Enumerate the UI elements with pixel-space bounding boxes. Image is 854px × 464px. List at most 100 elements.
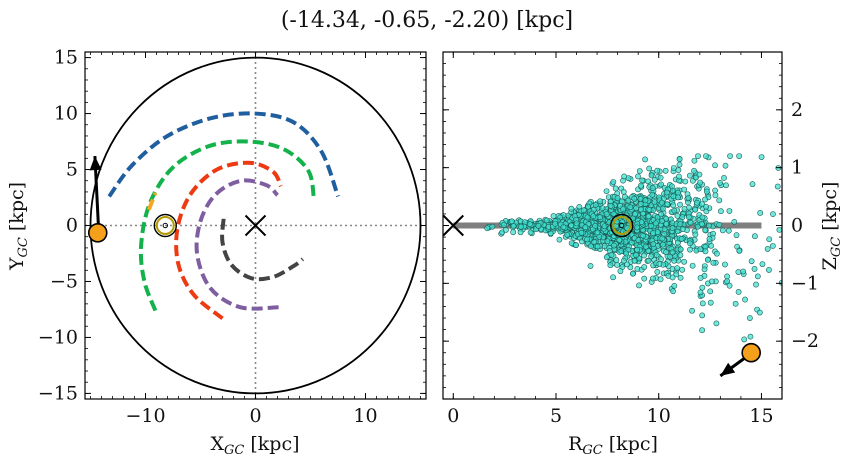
scatter-point [584, 214, 591, 221]
scatter-point [702, 248, 709, 255]
rz-velocity-arrow-head [720, 362, 736, 376]
scatter-point [742, 296, 748, 303]
scatter-point [707, 288, 714, 295]
xy-sun-marker-outer [153, 213, 178, 238]
scatter-point [642, 197, 649, 204]
scatter-point [651, 199, 658, 206]
scatter-point [663, 249, 669, 256]
scatter-point [676, 161, 683, 168]
scatter-point [640, 232, 647, 239]
figure-title: (-14.34, -0.65, -2.20) [kpc] [281, 8, 573, 33]
scatter-point [692, 231, 699, 238]
scatter-point [703, 188, 710, 195]
scatter-point [774, 183, 781, 190]
scatter-point [556, 236, 563, 243]
y-tick-label: −10 [38, 326, 78, 348]
scatter-point [610, 179, 617, 185]
scatter-point [681, 258, 688, 265]
scatter-point [636, 168, 643, 174]
scatter-point [614, 195, 621, 201]
scatter-point [657, 276, 664, 283]
scatter-point [650, 230, 657, 236]
x-tick-label: 0 [249, 405, 261, 427]
scatter-point [754, 273, 761, 280]
scatter-point [658, 211, 664, 218]
scatter-point [685, 214, 692, 221]
scatter-point [702, 227, 709, 234]
xy-sun-marker-ring [155, 216, 175, 235]
y-tick-label: 5 [66, 159, 78, 181]
scatter-point [502, 227, 509, 233]
scatter-point [703, 153, 709, 159]
scatter-point [620, 258, 627, 264]
scatter-point [716, 197, 723, 204]
scatter-point [712, 192, 719, 199]
scatter-point [689, 307, 696, 314]
scatter-point [658, 256, 664, 263]
scatter-point [663, 220, 670, 227]
scatter-point [708, 278, 715, 285]
scatter-point [654, 269, 661, 275]
scatter-point [776, 226, 782, 233]
scatter-point [654, 167, 661, 174]
scatter-point [648, 172, 655, 179]
scatter-point [674, 265, 681, 272]
scatter-point [594, 229, 601, 236]
scatter-point [642, 243, 649, 250]
scatter-point [650, 275, 656, 282]
scatter-point [687, 240, 693, 247]
scatter-point [611, 242, 617, 249]
rz-x-axis-label: RGC [kpc] [568, 433, 658, 458]
y-tick-label: 0 [66, 215, 78, 237]
scatter-point [603, 211, 610, 218]
scatter-point [648, 223, 654, 229]
scatter-point [697, 179, 704, 186]
scatter-point [681, 206, 688, 212]
scatter-point [585, 203, 592, 210]
scatter-point [620, 206, 626, 213]
scatter-point [659, 205, 666, 212]
scatter-point [508, 218, 515, 225]
scatter-point [608, 251, 615, 258]
scatter-point [677, 252, 684, 259]
scatter-point [691, 167, 697, 174]
rz-scatter-points [484, 153, 782, 360]
scatter-point [726, 208, 733, 214]
scatter-point [764, 246, 771, 252]
scatter-point [552, 220, 559, 227]
scatter-point [706, 222, 712, 229]
scatter-point [710, 259, 717, 266]
scatter-point [664, 189, 670, 196]
scatter-point [616, 236, 623, 243]
scatter-point [679, 266, 686, 273]
scatter-point [740, 268, 747, 275]
scatter-point [735, 269, 742, 275]
scatter-point [670, 165, 677, 171]
scatter-point [756, 309, 763, 316]
scatter-point [568, 222, 575, 229]
scatter-point [691, 157, 698, 164]
scatter-point [584, 236, 591, 243]
scatter-point [735, 289, 742, 295]
rz-galactic-center-marker [443, 214, 464, 237]
scatter-point [694, 223, 701, 230]
scatter-point [667, 253, 674, 260]
xy-y-axis-label: YGC [kpc] [6, 182, 31, 271]
scatter-point [670, 202, 677, 209]
scatter-point [697, 275, 704, 281]
scatter-point [648, 253, 655, 260]
x-tick-label: 0 [447, 405, 459, 427]
scatter-point [736, 248, 743, 254]
scatter-point [613, 257, 620, 263]
scatter-point [697, 289, 704, 296]
scatter-point [741, 336, 748, 343]
scatter-point [675, 189, 681, 196]
scatter-point [699, 214, 706, 221]
xy-object-marker [87, 222, 108, 243]
scatter-point [659, 241, 666, 248]
scatter-point [697, 246, 704, 253]
scatter-point [677, 201, 683, 208]
scatter-point [599, 205, 606, 212]
x-tick-label: 10 [647, 405, 671, 427]
scatter-point [617, 268, 624, 275]
